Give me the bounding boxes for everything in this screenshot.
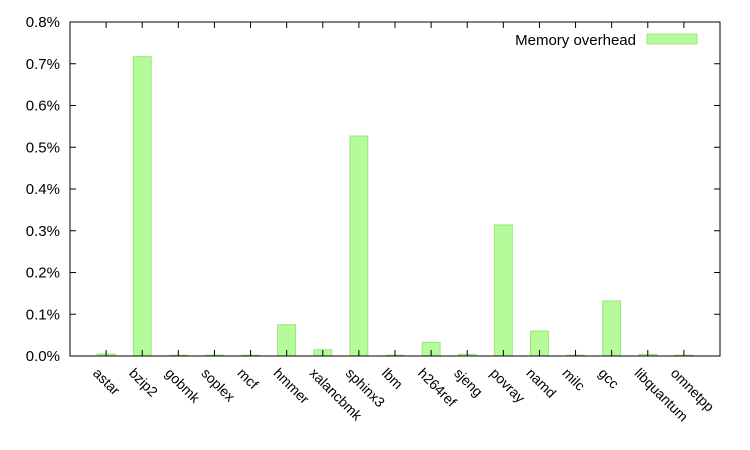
y-tick-label: 0.8% [26,14,60,31]
legend-label: Memory overhead [515,32,636,49]
bar-gcc [602,300,622,357]
y-tick-label: 0.0% [26,348,60,365]
x-tick-label: povray [487,365,528,406]
y-tick-label: 0.3% [26,223,60,240]
x-tick-label: gcc [596,365,623,392]
bar-povray [493,224,513,357]
plot-frame [69,21,721,357]
y-axis: 0.0% 0.1% 0.2% 0.3% 0.4% 0.5% 0.6% 0.7% 0.8% [26,14,720,365]
x-tick-label: hmmer [271,365,313,407]
x-tick-label: h264ref [415,365,460,410]
y-tick-label: 0.7% [26,56,60,73]
x-tick-label: astar [90,365,124,399]
y-tick-label: 0.2% [26,265,60,282]
bar-sphinx3 [349,135,369,357]
bar-bzip2 [132,56,152,357]
x-tick-label: mcf [234,365,261,392]
y-tick-label: 0.4% [26,181,60,198]
x-tick-label: lbm [379,365,406,392]
x-tick-label: milc [559,365,588,394]
legend-swatch [646,33,698,45]
legend: Memory overhead [515,32,698,49]
x-tick-label: namd [523,365,559,401]
bars-group [96,56,694,357]
y-tick-label: 0.6% [26,98,60,115]
x-tick-label: bzip2 [126,365,161,400]
y-tick-label: 0.1% [26,306,60,323]
plot-border [69,21,721,357]
y-tick-label: 0.5% [26,139,60,156]
x-tick-label: soplex [198,365,238,405]
x-tick-label: gobmk [162,365,204,407]
